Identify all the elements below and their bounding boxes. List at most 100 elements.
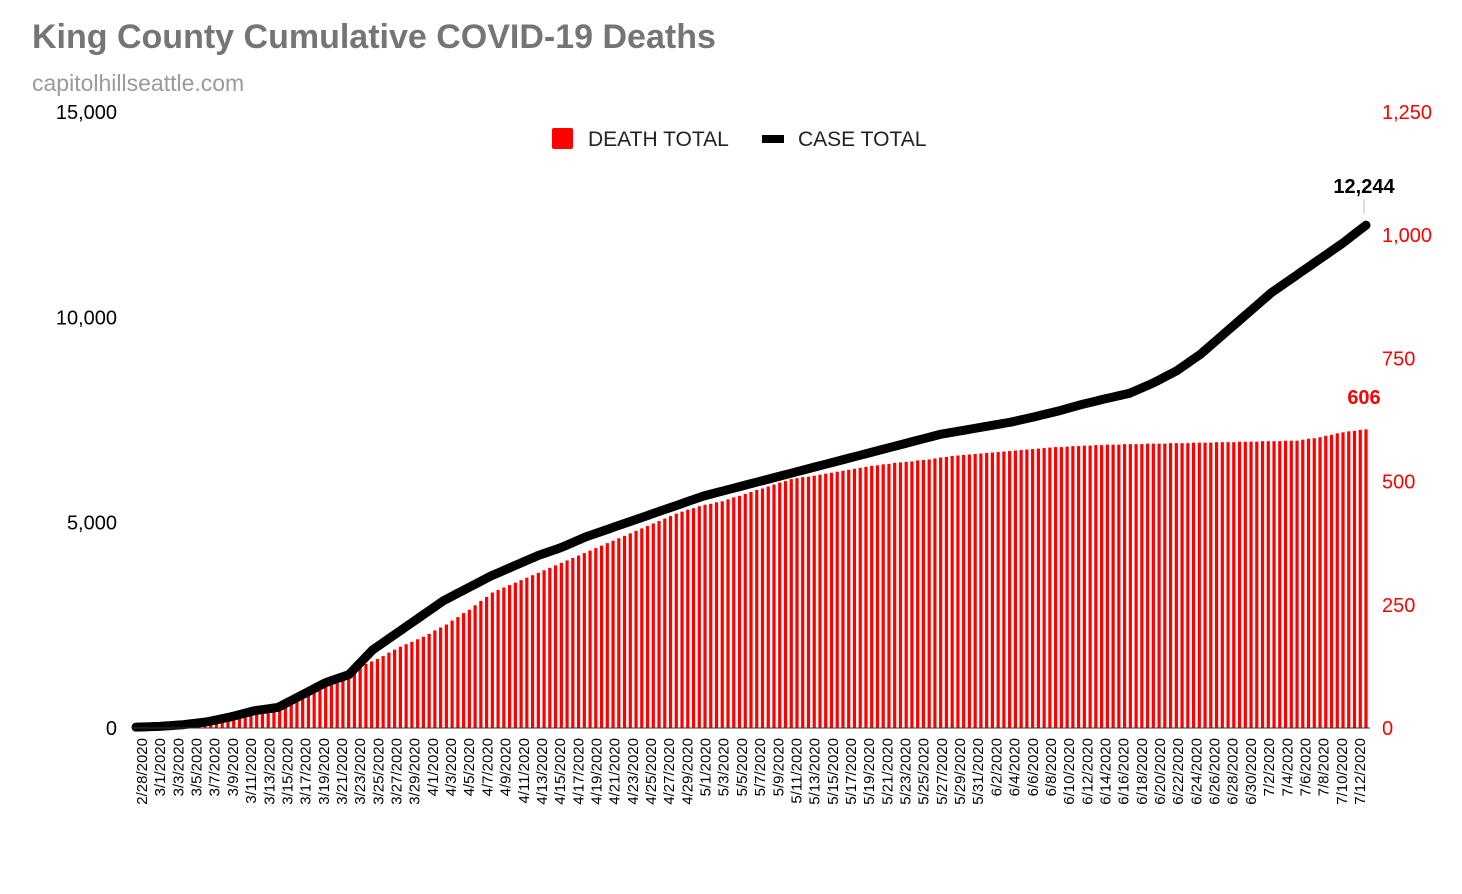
death-bar bbox=[237, 718, 242, 728]
x-axis-tick-label: 5/21/2020 bbox=[879, 738, 896, 805]
death-bar bbox=[370, 661, 374, 728]
death-bar bbox=[416, 639, 420, 728]
death-bar bbox=[548, 567, 552, 728]
death-bar bbox=[1335, 433, 1339, 728]
death-bar bbox=[209, 723, 213, 728]
x-axis-tick-label: 3/23/2020 bbox=[352, 738, 369, 805]
x-axis-tick-label: 6/20/2020 bbox=[1152, 738, 1169, 805]
death-bar bbox=[1232, 442, 1236, 728]
death-bar bbox=[571, 557, 575, 728]
death-bar bbox=[553, 565, 558, 728]
x-axis-tick-label: 6/6/2020 bbox=[1025, 738, 1042, 796]
x-axis-tick-label: 4/25/2020 bbox=[643, 738, 660, 805]
death-bar bbox=[1140, 444, 1144, 728]
death-bar bbox=[1105, 444, 1109, 728]
death-bar bbox=[858, 467, 862, 728]
death-bar bbox=[324, 683, 328, 728]
x-axis-tick-label: 3/9/2020 bbox=[225, 738, 242, 796]
death-bar bbox=[726, 499, 730, 728]
death-bar bbox=[847, 469, 851, 728]
death-bar bbox=[1260, 441, 1265, 728]
death-bar bbox=[404, 644, 408, 728]
death-bar bbox=[720, 501, 724, 728]
death-bar bbox=[565, 560, 569, 728]
death-bar bbox=[1013, 450, 1017, 728]
death-bar bbox=[870, 465, 874, 728]
legend-case-label: CASE TOTAL bbox=[798, 128, 926, 151]
callouts: 12,244 606 bbox=[1333, 176, 1395, 409]
x-axis-tick-label: 4/11/2020 bbox=[516, 738, 533, 804]
case-total-callout: 12,244 bbox=[1333, 176, 1395, 198]
death-bar bbox=[1312, 438, 1316, 728]
death-bar bbox=[375, 659, 379, 728]
x-axis-tick-label: 6/26/2020 bbox=[1207, 738, 1224, 805]
x-axis-tick-label: 6/14/2020 bbox=[1098, 738, 1115, 805]
death-bar bbox=[778, 482, 782, 728]
death-bar bbox=[1237, 441, 1242, 728]
right-axis-tick-label: 250 bbox=[1382, 595, 1415, 617]
death-bar bbox=[1088, 445, 1092, 728]
x-axis-tick-label: 6/18/2020 bbox=[1134, 738, 1151, 805]
death-bar bbox=[1203, 442, 1207, 728]
death-bar bbox=[427, 633, 431, 728]
left-axis-tick-label: 10,000 bbox=[56, 307, 117, 329]
x-axis-tick-label: 3/17/2020 bbox=[298, 738, 315, 805]
death-bar bbox=[467, 609, 471, 728]
death-bar bbox=[852, 468, 857, 728]
death-bar bbox=[519, 580, 523, 728]
x-axis-tick-label: 4/7/2020 bbox=[479, 738, 496, 796]
legend-case-swatch bbox=[762, 135, 784, 143]
death-bar bbox=[1128, 444, 1132, 728]
death-bar bbox=[243, 716, 247, 728]
death-bar bbox=[812, 475, 816, 728]
death-bar bbox=[513, 582, 517, 728]
death-bar bbox=[278, 707, 282, 728]
death-bar bbox=[617, 538, 621, 728]
death-bar bbox=[686, 509, 690, 728]
death-bar bbox=[927, 459, 931, 728]
death-bar bbox=[1048, 447, 1052, 728]
death-bar bbox=[1111, 444, 1115, 728]
case-line-layer bbox=[131, 220, 1371, 732]
death-total-callout: 606 bbox=[1347, 387, 1380, 409]
death-bar bbox=[737, 495, 742, 728]
x-axis-tick-label: 5/15/2020 bbox=[825, 738, 842, 805]
x-axis-tick-label: 3/11/2020 bbox=[243, 738, 260, 804]
death-bar bbox=[709, 503, 713, 728]
x-axis-tick-label: 3/13/2020 bbox=[261, 738, 278, 805]
death-bar bbox=[1019, 450, 1023, 728]
x-axis-tick-label: 6/24/2020 bbox=[1188, 738, 1205, 805]
x-axis-tick-label: 5/7/2020 bbox=[752, 738, 769, 796]
death-bar bbox=[1168, 443, 1173, 728]
death-bar bbox=[904, 461, 908, 728]
death-bar bbox=[272, 709, 276, 728]
death-bar bbox=[864, 466, 868, 728]
death-bar bbox=[576, 555, 581, 728]
death-bar bbox=[1209, 442, 1213, 728]
death-bar bbox=[1163, 443, 1167, 728]
x-axis-tick-label: 4/21/2020 bbox=[607, 738, 624, 805]
death-bar bbox=[1341, 432, 1345, 728]
death-bar bbox=[450, 620, 454, 728]
death-bar bbox=[973, 454, 977, 728]
death-bar bbox=[910, 461, 914, 728]
axes: 0 5,000 10,000 15,000 0 250 500 750 1,000 1,250 2/… bbox=[56, 102, 1432, 805]
death-bar bbox=[921, 459, 926, 728]
death-bar bbox=[232, 719, 236, 728]
x-axis-tick-label: 5/13/2020 bbox=[807, 738, 824, 805]
death-bar bbox=[956, 455, 960, 728]
x-axis-tick-label: 3/7/2020 bbox=[207, 738, 224, 796]
x-axis-tick-label: 4/1/2020 bbox=[425, 738, 442, 796]
death-bar bbox=[916, 460, 920, 728]
death-bar bbox=[1324, 435, 1328, 728]
death-bar bbox=[668, 516, 673, 728]
death-bar bbox=[1180, 443, 1184, 728]
death-bar bbox=[875, 465, 880, 728]
death-bar bbox=[381, 656, 385, 728]
death-bar bbox=[582, 553, 586, 728]
death-bar bbox=[806, 476, 811, 728]
right-axis-tick-label: 0 bbox=[1382, 718, 1393, 740]
death-bar bbox=[933, 458, 937, 728]
death-bar bbox=[829, 472, 834, 728]
death-bar bbox=[1289, 440, 1293, 728]
